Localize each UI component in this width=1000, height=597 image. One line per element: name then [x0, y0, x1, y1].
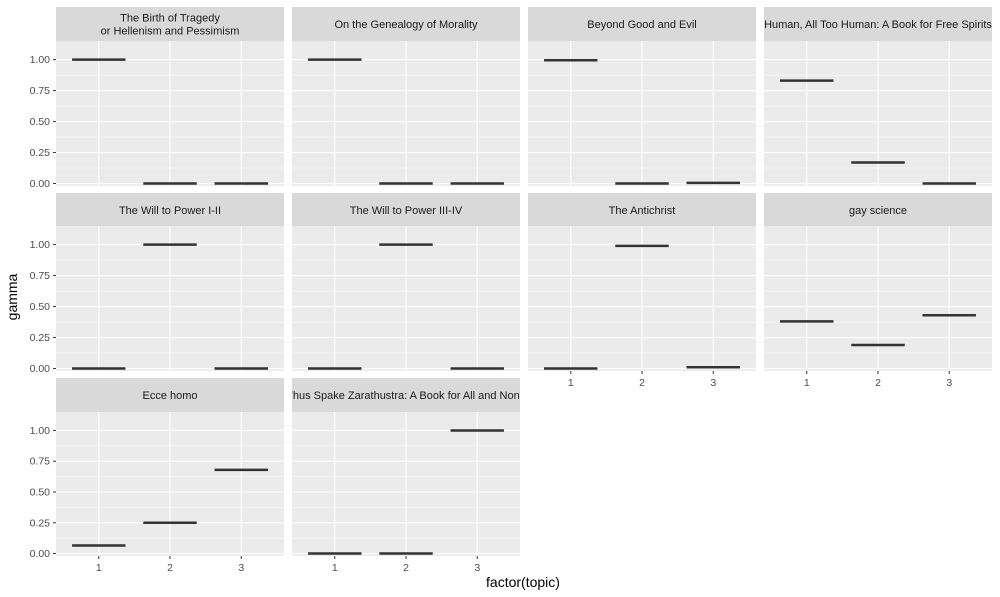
strip-label-group: gay science	[849, 205, 907, 217]
y-tick-label: 0.25	[30, 147, 51, 159]
strip-label-group: The Will to Power I-II	[119, 205, 221, 217]
x-tick-label: 1	[804, 377, 810, 389]
facet-title: Thus Spake Zarathustra: A Book for All a…	[286, 390, 526, 402]
x-tick-label: 3	[946, 377, 952, 389]
strip-label-group: Human, All Too Human: A Book for Free Sp…	[764, 19, 992, 31]
y-tick-label: 0.50	[30, 116, 51, 128]
facet-strip	[56, 378, 284, 412]
x-tick-label: 3	[474, 562, 480, 574]
facet-title: On the Genealogy of Morality	[334, 19, 478, 31]
facet-panel: Human, All Too Human: A Book for Free Sp…	[764, 7, 992, 186]
facet-title: gay science	[849, 205, 907, 217]
facet-strip	[292, 193, 520, 227]
facet-strip	[56, 7, 284, 41]
strip-label-group: Thus Spake Zarathustra: A Book for All a…	[286, 390, 526, 402]
facet-strip	[292, 378, 520, 412]
strip-label-group: Ecce homo	[142, 390, 197, 402]
y-tick-label: 0.00	[30, 178, 51, 190]
facet-title: Beyond Good and Evil	[587, 19, 696, 31]
facet-panel: The Will to Power I-II 0.00 0.25 0.50 0.75 1.…	[30, 193, 284, 375]
facet-strip	[528, 193, 756, 227]
y-tick-label: 0.75	[30, 456, 51, 468]
x-tick-label: 3	[238, 562, 244, 574]
x-tick-label: 3	[710, 377, 716, 389]
strip-label-group: The Will to Power III-IV	[350, 205, 463, 217]
facet-title: or Hellenism and Pessimism	[101, 26, 240, 38]
x-tick-label: 2	[639, 377, 645, 389]
facet-panel: On the Genealogy of Morality	[292, 7, 520, 186]
facet-panel: Beyond Good and Evil	[528, 7, 756, 186]
facet-strip	[764, 7, 992, 41]
y-tick-label: 0.00	[30, 548, 51, 560]
facet-strip	[764, 193, 992, 227]
facet-panel: Ecce homo 0.00 0.25 0.50 0.75 1.00 1 2 3	[30, 378, 284, 574]
facet-panel: gay science 1 2 3	[764, 193, 992, 389]
facet-panel: Thus Spake Zarathustra: A Book for All a…	[286, 378, 526, 574]
facet-title: The Birth of Tragedy	[120, 13, 220, 25]
y-tick-label: 1.00	[30, 239, 51, 251]
y-tick-label: 0.75	[30, 85, 51, 97]
y-tick-label: 0.50	[30, 487, 51, 499]
y-tick-label: 0.00	[30, 363, 51, 375]
y-tick-label: 0.25	[30, 332, 51, 344]
strip-label-group: On the Genealogy of Morality	[334, 19, 478, 31]
y-axis-title: gamma	[4, 273, 20, 320]
facet-strip	[528, 7, 756, 41]
y-tick-label: 0.25	[30, 517, 51, 529]
x-tick-label: 2	[403, 562, 409, 574]
y-tick-label: 0.50	[30, 301, 51, 313]
facet-title: Ecce homo	[142, 390, 197, 402]
facet-strip	[292, 7, 520, 41]
facet-title: The Antichrist	[609, 205, 676, 217]
x-tick-label: 1	[568, 377, 574, 389]
facet-panel: The Will to Power III-IV	[292, 193, 520, 371]
y-tick-label: 0.75	[30, 270, 51, 282]
x-tick-label: 2	[875, 377, 881, 389]
facet-title: The Will to Power I-II	[119, 205, 221, 217]
facet-title: The Will to Power III-IV	[350, 205, 463, 217]
x-tick-label: 2	[167, 562, 173, 574]
facet-strip	[56, 193, 284, 227]
y-tick-label: 1.00	[30, 54, 51, 66]
strip-label-group: Beyond Good and Evil	[587, 19, 696, 31]
x-tick-label: 1	[96, 562, 102, 574]
facet-panel: The Antichrist 1 2 3	[528, 193, 756, 389]
x-tick-label: 1	[332, 562, 338, 574]
facet-title: Human, All Too Human: A Book for Free Sp…	[764, 19, 992, 31]
strip-label-group: The Antichrist	[609, 205, 676, 217]
x-axis-title: factor(topic)	[486, 574, 560, 590]
y-tick-label: 1.00	[30, 425, 51, 437]
